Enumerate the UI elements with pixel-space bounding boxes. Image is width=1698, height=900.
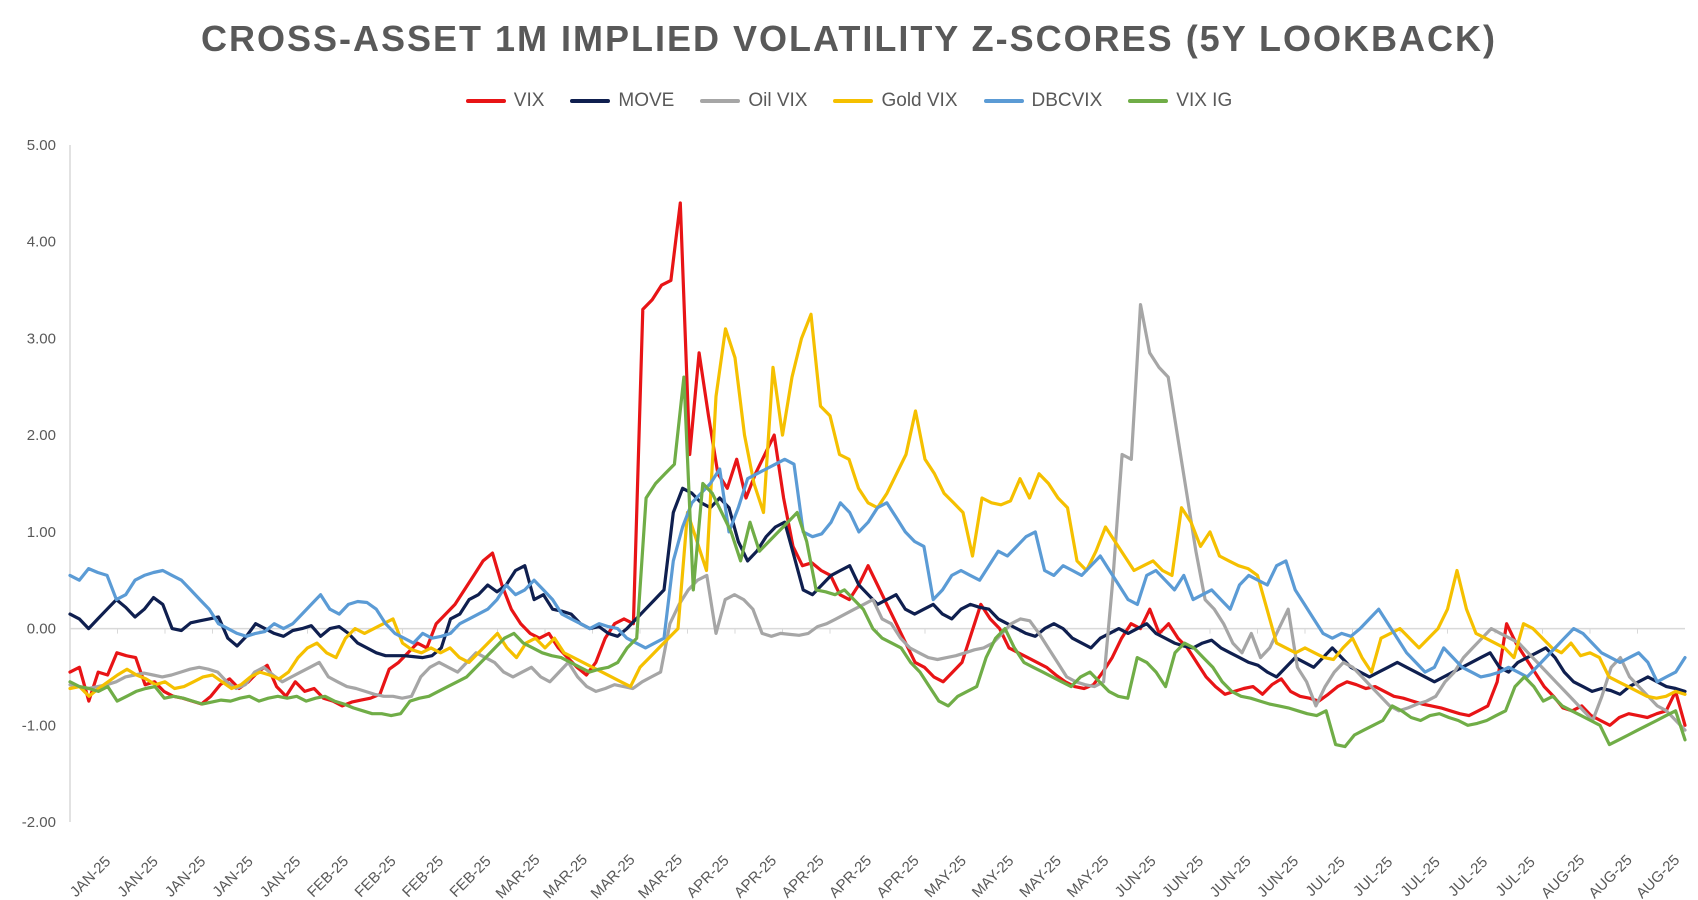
x-tick-label: APR-25	[873, 852, 922, 900]
x-tick-label: MAY-25	[969, 853, 1018, 900]
x-tick-label: JUN-25	[1207, 853, 1255, 900]
x-tick-label: MAR-25	[493, 851, 544, 900]
x-tick-label: AUG-25	[1633, 852, 1683, 900]
x-tick-label: JAN-25	[67, 853, 114, 900]
x-tick-label: APR-25	[683, 852, 732, 900]
y-tick-label: 5.00	[27, 137, 56, 154]
x-tick-label: MAY-25	[921, 853, 970, 900]
x-tick-label: JAN-25	[114, 853, 161, 900]
x-tick-label: APR-25	[826, 852, 875, 900]
y-tick-label: 3.00	[27, 330, 56, 347]
x-tick-label: JUL-25	[1302, 854, 1348, 900]
x-tick-label: JUN-25	[1112, 853, 1160, 900]
y-tick-label: 1.00	[27, 524, 56, 541]
x-tick-label: JAN-25	[162, 853, 209, 900]
legend: VIX MOVE Oil VIX Gold VIX DBCVIX VIX IG	[0, 90, 1698, 112]
legend-swatch	[465, 99, 506, 103]
x-tick-label: FEB-25	[304, 853, 352, 900]
legend-swatch	[570, 99, 611, 103]
y-tick-label: 0.00	[27, 621, 56, 638]
series-line-dbcvix	[68, 457, 1687, 684]
x-tick-label: JUN-25	[1159, 853, 1207, 900]
x-tick-label: MAR-25	[588, 851, 639, 900]
x-tick-label: FEB-25	[399, 853, 447, 900]
x-tick-label: JUL-25	[1445, 854, 1491, 900]
y-tick-label: -2.00	[22, 814, 56, 831]
chart-title: CROSS-ASSET 1M IMPLIED VOLATILITY Z-SCOR…	[200, 18, 1498, 59]
legend-item-dbcvix: DBCVIX	[983, 90, 1103, 112]
x-tick-label: MAY-25	[1016, 853, 1065, 900]
legend-swatch	[983, 99, 1024, 103]
legend-item-oil-vix: Oil VIX	[700, 90, 807, 112]
legend-label: Oil VIX	[748, 90, 808, 111]
legend-item-gold-vix: Gold VIX	[833, 90, 958, 112]
x-tick-label: JUL-25	[1350, 854, 1396, 900]
x-tick-label: JUL-25	[1397, 854, 1443, 900]
x-tick-label: APR-25	[731, 852, 780, 900]
legend-label: VIX IG	[1176, 90, 1233, 111]
legend-swatch	[700, 99, 741, 103]
series-line-move	[68, 486, 1687, 696]
y-tick-label: 4.00	[27, 234, 56, 251]
legend-label: Gold VIX	[881, 90, 958, 111]
x-tick-label: JAN-25	[257, 853, 304, 900]
legend-swatch	[833, 99, 874, 103]
x-tick-label: JUL-25	[1492, 854, 1538, 900]
series-line-oil-vix	[68, 303, 1687, 732]
legend-label: MOVE	[618, 90, 675, 111]
x-tick-label: JAN-25	[209, 853, 256, 900]
x-tick-label: JUN-25	[1254, 853, 1302, 900]
legend-swatch	[1128, 99, 1169, 103]
x-tick-label: MAR-25	[540, 851, 591, 900]
legend-item-vix-ig: VIX IG	[1128, 90, 1232, 112]
legend-item-vix: VIX	[465, 90, 545, 112]
series-line-vix	[68, 201, 1687, 727]
x-tick-label: MAR-25	[635, 851, 686, 900]
legend-label: VIX	[513, 90, 545, 111]
x-tick-label: AUG-25	[1538, 852, 1588, 900]
x-tick-label: MAY-25	[1064, 853, 1113, 900]
legend-label: DBCVIX	[1031, 90, 1103, 111]
legend-item-move: MOVE	[570, 90, 674, 112]
y-tick-label: -1.00	[22, 717, 56, 734]
y-tick-label: 2.00	[27, 427, 56, 444]
x-tick-label: AUG-25	[1585, 852, 1635, 900]
x-tick-label: APR-25	[778, 852, 827, 900]
series-line-vix-ig	[68, 375, 1687, 749]
x-tick-label: FEB-25	[352, 853, 400, 900]
x-tick-label: FEB-25	[447, 853, 495, 900]
